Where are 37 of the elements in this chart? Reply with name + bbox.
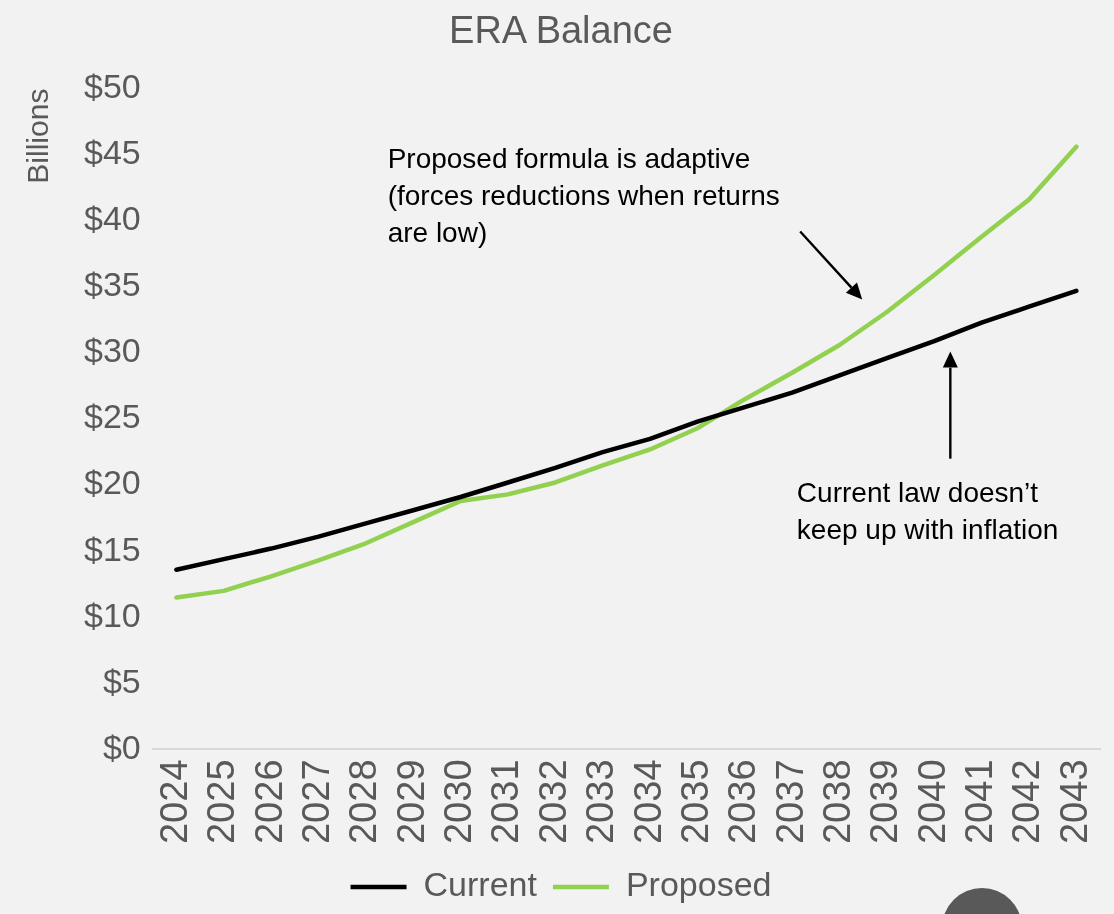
x-tick-label: 2042 bbox=[1005, 759, 1048, 845]
annotation: Proposed formula is adaptive (forces reductions when returns are low) bbox=[387, 142, 780, 248]
y-axis-title: Billions bbox=[21, 88, 55, 184]
y-tick-label: $20 bbox=[83, 463, 141, 502]
legend-label: Current bbox=[423, 865, 538, 904]
x-tick-label: 2031 bbox=[484, 759, 527, 845]
y-tick-label: $35 bbox=[83, 265, 141, 304]
x-tick-label: 2024 bbox=[152, 759, 195, 845]
y-tick-label: $30 bbox=[83, 331, 141, 370]
y-tick-label: $5 bbox=[102, 661, 141, 700]
x-tick-label: 2034 bbox=[626, 759, 669, 845]
x-tick-label: 2033 bbox=[579, 759, 622, 845]
y-tick-label: $25 bbox=[83, 397, 141, 436]
x-tick-label: 2038 bbox=[815, 759, 858, 845]
x-tick-label: 2035 bbox=[673, 759, 716, 845]
x-tick-label: 2043 bbox=[1052, 759, 1095, 845]
chart-title: ERA Balance bbox=[449, 9, 673, 52]
x-tick-label: 2030 bbox=[437, 759, 480, 845]
annotation: Current law doesn’t keep up with inflation bbox=[796, 476, 1059, 545]
x-tick-label: 2027 bbox=[294, 759, 337, 845]
y-tick-label: $10 bbox=[83, 595, 141, 634]
x-tick-label: 2041 bbox=[958, 759, 1001, 845]
x-tick-label: 2026 bbox=[247, 759, 290, 845]
x-tick-label: 2029 bbox=[389, 759, 432, 845]
x-tick-label: 2025 bbox=[200, 759, 243, 845]
x-tick-label: 2036 bbox=[721, 759, 764, 845]
x-tick-label: 2040 bbox=[910, 759, 953, 845]
x-tick-label: 2037 bbox=[768, 759, 811, 845]
x-tick-label: 2028 bbox=[342, 759, 385, 845]
y-tick-label: $50 bbox=[83, 66, 141, 105]
x-tick-label: 2032 bbox=[531, 759, 574, 845]
x-tick-label: 2039 bbox=[863, 759, 906, 845]
y-tick-label: $0 bbox=[102, 727, 141, 766]
y-tick-label: $45 bbox=[83, 133, 141, 172]
y-tick-label: $15 bbox=[83, 529, 141, 568]
y-tick-label: $40 bbox=[83, 199, 141, 238]
legend-label: Proposed bbox=[625, 865, 772, 904]
